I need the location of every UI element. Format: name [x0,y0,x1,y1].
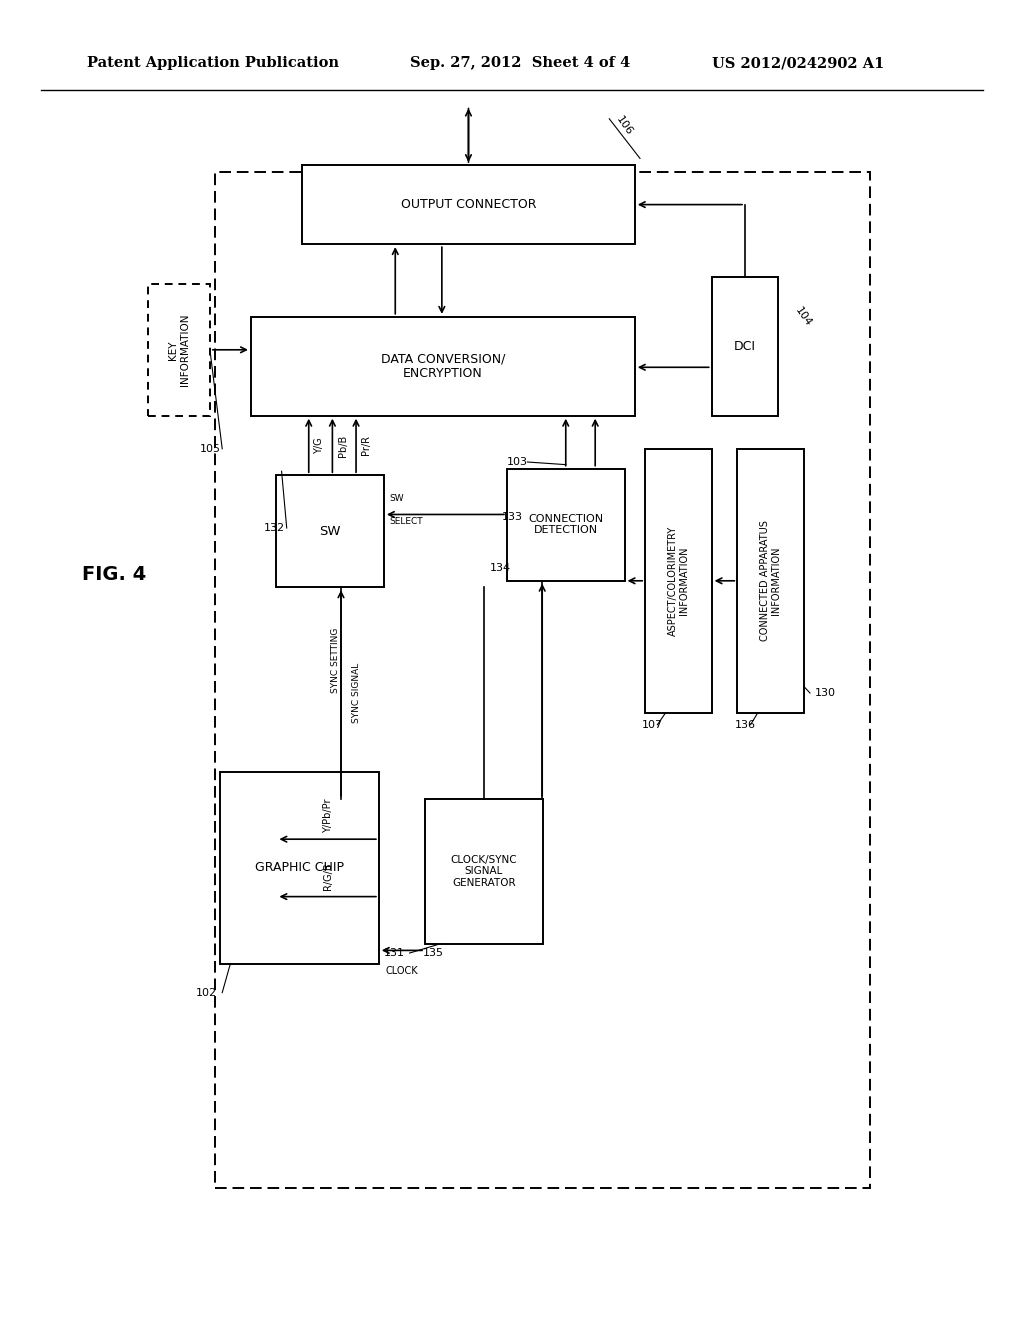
Text: 134: 134 [489,562,511,573]
Text: DATA CONVERSION/
ENCRYPTION: DATA CONVERSION/ ENCRYPTION [381,352,505,380]
Text: 107: 107 [642,719,664,730]
Text: 104: 104 [794,305,814,329]
Text: Pr/R: Pr/R [361,436,371,455]
Text: 132: 132 [264,523,286,533]
Text: R/G/B: R/G/B [323,862,333,890]
Bar [302,165,635,244]
Bar [425,799,543,944]
Bar [251,317,635,416]
Text: CLOCK: CLOCK [386,966,418,977]
Text: GRAPHIC CHIP: GRAPHIC CHIP [255,862,344,874]
Text: 131: 131 [383,948,404,958]
Text: 135: 135 [423,948,444,958]
Text: SYNC SIGNAL: SYNC SIGNAL [352,663,360,723]
Text: CONNECTED APPARATUS
INFORMATION: CONNECTED APPARATUS INFORMATION [760,520,781,642]
Text: 130: 130 [815,688,837,698]
Bar [148,284,210,416]
Text: 103: 103 [507,457,528,467]
Text: US 2012/0242902 A1: US 2012/0242902 A1 [712,57,884,70]
Bar [220,772,379,964]
Text: Y/Pb/Pr: Y/Pb/Pr [323,799,333,833]
Text: SYNC SETTING: SYNC SETTING [332,627,340,693]
Text: OUTPUT CONNECTOR: OUTPUT CONNECTOR [400,198,537,211]
Text: 105: 105 [200,444,221,454]
Text: 136: 136 [735,719,757,730]
Text: 106: 106 [614,114,635,137]
Text: CLOCK/SYNC
SIGNAL
GENERATOR: CLOCK/SYNC SIGNAL GENERATOR [451,854,517,888]
Text: 133: 133 [502,512,523,523]
Bar [712,277,778,416]
Text: Sep. 27, 2012  Sheet 4 of 4: Sep. 27, 2012 Sheet 4 of 4 [410,57,630,70]
Text: SELECT: SELECT [389,516,423,525]
Text: SW: SW [389,494,403,503]
Text: DCI: DCI [734,341,756,352]
Bar [645,449,712,713]
Text: 102: 102 [196,987,217,998]
Text: FIG. 4: FIG. 4 [82,565,146,583]
Text: CONNECTION
DETECTION: CONNECTION DETECTION [528,513,603,536]
Text: Y/G: Y/G [313,437,324,454]
Bar [215,172,870,1188]
Text: Patent Application Publication: Patent Application Publication [87,57,339,70]
Text: KEY
INFORMATION: KEY INFORMATION [168,314,190,385]
Text: ASPECT/COLORIMETRY
INFORMATION: ASPECT/COLORIMETRY INFORMATION [668,525,689,636]
Bar [276,475,384,587]
Bar [507,469,625,581]
Text: SW: SW [319,525,341,537]
Bar [737,449,804,713]
Text: Pb/B: Pb/B [338,434,347,457]
